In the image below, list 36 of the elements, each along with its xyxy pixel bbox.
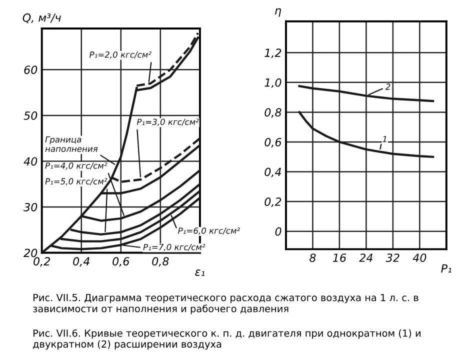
x-tick-label: 8 bbox=[310, 254, 316, 262]
annotation: 2 bbox=[385, 84, 390, 90]
annotation: P₁=3,0 кгс/см² bbox=[136, 118, 199, 126]
y-tick-label: 40 bbox=[24, 157, 38, 166]
text: Рис. VII.5. Диаграмма теоретического расхода сжатого воздуха на 1 л. с. в зависимости от наполнения и рабочего давления bbox=[33, 294, 418, 314]
annotation: P₁=5,0 кгс/см² bbox=[45, 178, 108, 186]
y-tick-label: 1,2 bbox=[264, 48, 282, 58]
x-tick-label: 16 bbox=[332, 254, 346, 262]
y-tick-label: 0,4 bbox=[264, 168, 282, 178]
y-tick-label: 20 bbox=[24, 248, 38, 258]
x-tick-label: 0,2 bbox=[34, 257, 50, 267]
y-tick-label: 0 bbox=[275, 227, 282, 236]
x-tick-label: 40 bbox=[412, 254, 426, 262]
y-tick-label: 0,8 bbox=[264, 108, 282, 118]
x-tick-label: 0,6 bbox=[112, 257, 130, 267]
y-tick-label: 50 bbox=[24, 111, 38, 120]
x-tick-label: 32 bbox=[386, 254, 400, 262]
annotation: P₁=4,0 кгс/см² bbox=[45, 162, 108, 170]
y-axis-title: η bbox=[275, 8, 281, 17]
y-tick-label: 0,2 bbox=[264, 198, 282, 208]
x-axis-title: ε₁ bbox=[195, 270, 205, 276]
annotation: 1 bbox=[382, 136, 386, 142]
annotation: P₁=2,0 кгс/см² bbox=[90, 51, 152, 59]
y-tick-label: 30 bbox=[24, 202, 38, 212]
y-tick-label: 60 bbox=[24, 66, 38, 74]
x-tick-label: 0,8 bbox=[152, 257, 169, 267]
annotation: Граница наполнения bbox=[45, 136, 98, 152]
annotation: P₁=6,0 кгс/см² bbox=[178, 228, 240, 235]
y-tick-label: 1,0 bbox=[264, 78, 282, 88]
annotation: P₁=7,0 кгс/см² bbox=[143, 244, 206, 252]
y-tick-label: 0,6 bbox=[264, 138, 282, 148]
x-axis-title: P₁ bbox=[441, 264, 452, 272]
text: Рис. VII.6. Кривые теоретического к. п. д. двигателя при однократном (1) и двукратном (2) расширении воздуха bbox=[33, 329, 420, 350]
y-axis-title: Q, м³/ч bbox=[22, 13, 61, 24]
x-tick-label: 0,4 bbox=[73, 257, 90, 267]
x-tick-label: 24 bbox=[359, 254, 372, 262]
